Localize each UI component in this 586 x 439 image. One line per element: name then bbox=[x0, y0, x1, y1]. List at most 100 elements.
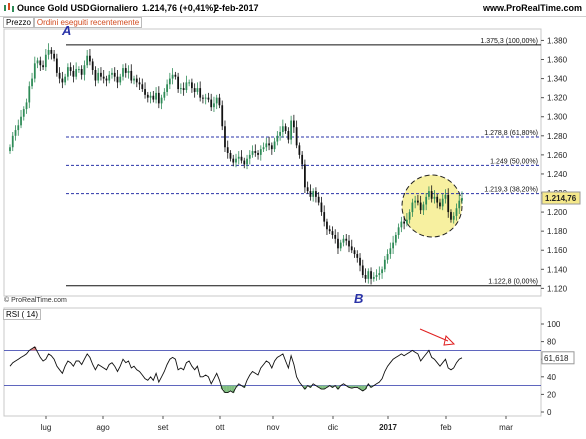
x-tick-label: feb bbox=[440, 423, 452, 432]
candle-body bbox=[193, 88, 196, 92]
candle-body bbox=[246, 158, 248, 165]
point-a-label: A bbox=[61, 23, 71, 38]
candle-body bbox=[72, 70, 75, 77]
candle-body bbox=[268, 143, 270, 146]
candle-body bbox=[177, 76, 180, 90]
candle-body bbox=[53, 53, 55, 59]
candle-body bbox=[386, 254, 389, 260]
candle-body bbox=[320, 202, 323, 213]
candle-body bbox=[39, 60, 42, 66]
candle-body bbox=[301, 154, 304, 165]
candle-body bbox=[135, 78, 138, 83]
candle-body bbox=[196, 88, 199, 92]
candle-body bbox=[422, 204, 425, 211]
candle-body bbox=[91, 61, 94, 71]
candle-body bbox=[55, 58, 58, 73]
candle-body bbox=[108, 74, 111, 81]
candle-body bbox=[61, 78, 64, 83]
candle-body bbox=[317, 196, 320, 203]
candle-body bbox=[210, 99, 213, 108]
x-tick-label: set bbox=[158, 423, 169, 432]
price-tick-label: 1.340 bbox=[547, 75, 568, 84]
candle-body bbox=[461, 198, 463, 201]
candle-body bbox=[287, 131, 290, 140]
candle-body bbox=[383, 259, 386, 270]
candle-body bbox=[89, 55, 91, 62]
candle-body bbox=[417, 200, 419, 203]
candle-body bbox=[350, 246, 353, 251]
tab-prezzo[interactable]: Prezzo bbox=[3, 17, 34, 28]
candle-body bbox=[122, 68, 124, 77]
candle-body bbox=[284, 126, 287, 132]
candle-body bbox=[218, 97, 221, 106]
candle-body bbox=[381, 269, 383, 274]
candle-body bbox=[337, 238, 339, 249]
candle-body bbox=[127, 70, 130, 73]
rsi-panel-frame bbox=[3, 307, 542, 417]
candle-body bbox=[265, 143, 268, 148]
candle-body bbox=[17, 125, 20, 131]
candle-body bbox=[405, 219, 408, 224]
candle-body bbox=[116, 76, 119, 83]
rsi-last-label: 61,618 bbox=[544, 354, 569, 363]
candle-body bbox=[281, 126, 284, 132]
x-tick-label: lug bbox=[41, 423, 52, 432]
candle-body bbox=[229, 152, 232, 159]
candle-body bbox=[312, 191, 315, 197]
candle-body bbox=[315, 191, 317, 197]
candle-body bbox=[182, 88, 185, 91]
candle-body bbox=[14, 130, 17, 136]
chart-tabs: Prezzo Ordini eseguiti recentemente bbox=[3, 17, 143, 28]
fib-level-label: 1.375,3 (100,00%) bbox=[480, 38, 538, 45]
candle-body bbox=[31, 78, 33, 87]
price-tick-label: 1.160 bbox=[547, 246, 568, 255]
price-tick-label: 1.280 bbox=[547, 132, 568, 141]
candle-body bbox=[436, 196, 439, 203]
candle-body bbox=[138, 82, 141, 85]
candle-body bbox=[232, 158, 235, 163]
candle-body bbox=[290, 120, 293, 140]
site-name[interactable]: www.ProRealTime.com bbox=[482, 3, 582, 13]
fib-level-label: 1.249 (50,00%) bbox=[490, 158, 538, 165]
candle-body bbox=[130, 70, 133, 81]
candle-body bbox=[430, 191, 433, 199]
candle-body bbox=[441, 198, 444, 207]
rsi-tick-label: 80 bbox=[547, 338, 556, 347]
candle-body bbox=[94, 70, 97, 81]
price-tick-label: 1.380 bbox=[547, 36, 568, 45]
candle-body bbox=[425, 196, 428, 205]
candle-body bbox=[279, 131, 281, 136]
candle-body bbox=[100, 72, 102, 77]
candle-body bbox=[334, 234, 337, 239]
candle-body bbox=[226, 147, 229, 153]
candle-body bbox=[450, 212, 452, 220]
candle-body bbox=[202, 97, 204, 99]
candle-body bbox=[433, 196, 436, 199]
candle-body bbox=[339, 242, 342, 249]
price-tick-label: 1.140 bbox=[547, 265, 568, 274]
x-tick-label: mar bbox=[499, 423, 513, 432]
rsi-line bbox=[9, 346, 463, 394]
x-tick-label: ago bbox=[96, 423, 110, 432]
candle-body bbox=[163, 91, 166, 98]
candle-body bbox=[119, 76, 122, 83]
fib-level-label: 1.122,8 (0,00%) bbox=[488, 279, 538, 286]
candle-body bbox=[237, 156, 240, 159]
candle-body bbox=[328, 229, 331, 232]
candle-body bbox=[28, 86, 31, 103]
candle-body bbox=[64, 76, 67, 83]
candle-body bbox=[364, 275, 367, 279]
price-tick-label: 1.180 bbox=[547, 227, 568, 236]
fib-level-label: 1.219,3 (38,20%) bbox=[484, 187, 538, 194]
candle-body bbox=[452, 215, 455, 220]
candle-body bbox=[215, 97, 218, 104]
price-tick-label: 1.360 bbox=[547, 56, 568, 65]
candle-body bbox=[403, 221, 406, 224]
candle-body bbox=[133, 78, 135, 81]
candle-body bbox=[113, 72, 116, 77]
tab-ordini-eseguiti[interactable]: Ordini eseguiti recentemente bbox=[33, 17, 143, 28]
candle-body bbox=[257, 152, 259, 155]
candle-body bbox=[458, 200, 461, 209]
rsi-tick-label: 100 bbox=[547, 320, 561, 329]
